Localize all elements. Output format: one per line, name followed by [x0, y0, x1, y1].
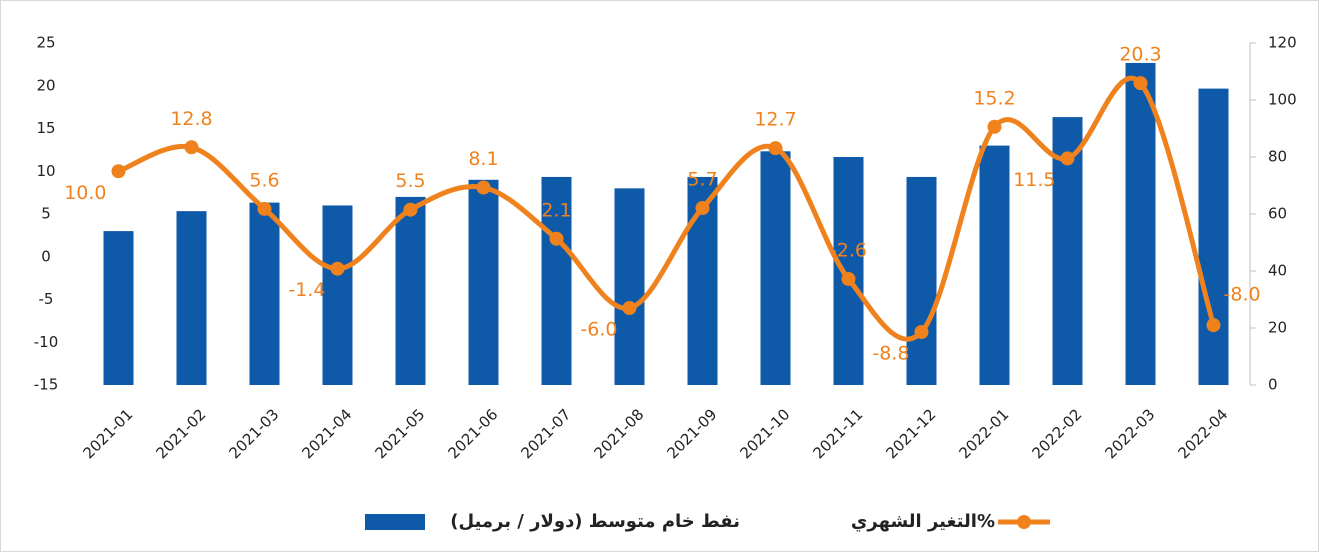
- legend-swatch: [1017, 515, 1031, 529]
- y2-tick-label: 120: [1268, 34, 1297, 52]
- bar: [906, 176, 937, 385]
- bar: [468, 179, 499, 385]
- y-tick-label: 0: [41, 247, 51, 265]
- line-point: [1133, 76, 1148, 91]
- line-point: [622, 301, 637, 316]
- line-point: [841, 271, 856, 286]
- y-tick-label: 20: [36, 76, 55, 94]
- y-tick-label: -15: [34, 376, 59, 394]
- y2-tick-label: 80: [1268, 148, 1287, 166]
- data-label: 10.0: [64, 182, 106, 204]
- bar: [1198, 88, 1229, 385]
- line-point: [549, 231, 564, 246]
- data-label: 5.6: [249, 169, 279, 191]
- bar: [760, 151, 791, 385]
- bar: [979, 145, 1010, 385]
- line-point: [987, 119, 1002, 134]
- y-tick-label: 10: [36, 162, 55, 180]
- bar: [249, 202, 280, 385]
- data-label: 15.2: [973, 87, 1015, 109]
- data-label: 12.8: [170, 108, 212, 130]
- data-label: -2.6: [830, 239, 867, 261]
- data-label: 5.7: [687, 169, 717, 191]
- legend-label: نفط خام متوسط (دولار / برميل): [450, 511, 740, 532]
- y-tick-label: -5: [39, 290, 54, 308]
- legend-label: التغير الشهري%: [851, 511, 995, 532]
- y2-tick-label: 60: [1268, 205, 1287, 223]
- line-point: [403, 202, 418, 217]
- bar: [1125, 62, 1156, 385]
- data-label: 8.1: [468, 148, 498, 170]
- bar: [541, 176, 572, 385]
- line-point: [1206, 318, 1221, 333]
- data-label: 11.5: [1013, 169, 1055, 191]
- bar: [322, 205, 353, 385]
- y-tick-label: 5: [41, 205, 51, 223]
- data-label: 2.1: [541, 199, 571, 221]
- line-point: [1060, 151, 1075, 166]
- y-tick-label: -10: [34, 333, 59, 351]
- bar: [176, 211, 207, 385]
- data-label: 5.5: [395, 170, 425, 192]
- data-label: -1.4: [288, 279, 325, 301]
- line-point: [768, 141, 783, 156]
- line-point: [330, 261, 345, 276]
- line-point: [914, 324, 929, 339]
- data-label: -8.0: [1224, 284, 1261, 306]
- line-point: [257, 201, 272, 216]
- y2-tick-label: 0: [1268, 376, 1278, 394]
- bar: [614, 188, 645, 385]
- data-label: 20.3: [1119, 44, 1161, 66]
- line-point: [111, 164, 126, 179]
- data-label: -8.8: [872, 342, 909, 364]
- y2-tick-label: 20: [1268, 319, 1287, 337]
- bar: [395, 196, 426, 385]
- data-label: -6.0: [580, 319, 617, 341]
- bar: [833, 157, 864, 385]
- y-tick-label: 15: [36, 119, 55, 137]
- y2-tick-label: 40: [1268, 262, 1287, 280]
- line-point: [184, 140, 199, 155]
- y-tick-label: 25: [36, 34, 55, 52]
- bar: [103, 231, 134, 385]
- line-point: [476, 180, 491, 195]
- line-point: [695, 201, 710, 216]
- y2-tick-label: 100: [1268, 91, 1297, 109]
- legend-swatch: [365, 514, 425, 530]
- data-label: 12.7: [754, 109, 796, 131]
